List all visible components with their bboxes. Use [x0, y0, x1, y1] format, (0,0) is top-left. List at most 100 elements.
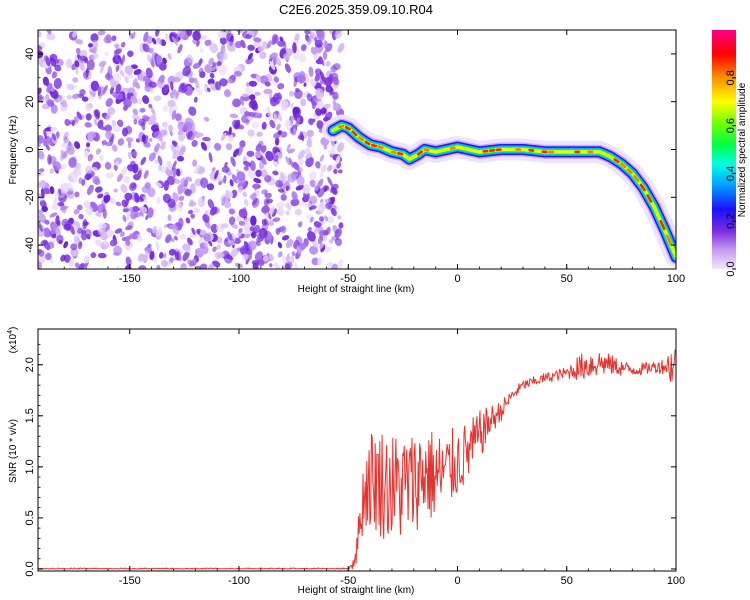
noise-blob [105, 172, 114, 179]
noise-blob [66, 145, 75, 155]
noise-blob [337, 259, 344, 269]
noise-blob [38, 139, 41, 147]
noise-blob [79, 55, 87, 62]
x-tick-label: 0 [454, 273, 460, 285]
noise-blob [216, 244, 221, 250]
noise-blob [313, 225, 319, 236]
y-tick-label: 20 [24, 96, 36, 108]
noise-blob [175, 168, 181, 177]
noise-blob [314, 68, 322, 76]
noise-blob [288, 90, 295, 97]
noise-blob [75, 39, 83, 45]
noise-blob [214, 142, 222, 151]
noise-blob [63, 241, 69, 249]
noise-blob [208, 263, 214, 269]
noise-blob [128, 182, 137, 192]
noise-blob [244, 217, 251, 222]
noise-blob [238, 220, 246, 226]
noise-blob [228, 134, 234, 142]
noise-blob [103, 194, 111, 204]
noise-blob [241, 92, 249, 97]
noise-blob [153, 95, 162, 102]
noise-blob [129, 233, 138, 240]
noise-blob [168, 248, 176, 256]
noise-blob [269, 119, 276, 129]
noise-blob [196, 40, 200, 47]
noise-blob [295, 87, 300, 93]
noise-blob [51, 71, 58, 79]
noise-blob [324, 111, 333, 122]
noise-blob [90, 52, 99, 60]
noise-blob [317, 178, 324, 189]
noise-blob [265, 192, 272, 199]
noise-blob [327, 164, 333, 172]
noise-blob [63, 150, 68, 159]
noise-blob [76, 111, 83, 120]
noise-blob [54, 227, 61, 236]
snr-y-multiplier: (x104) [7, 327, 19, 354]
noise-blob [111, 119, 117, 128]
noise-blob [308, 66, 314, 78]
noise-blob [52, 201, 60, 210]
noise-blob [331, 186, 338, 195]
noise-blob [298, 53, 307, 63]
noise-blob [85, 165, 93, 174]
noise-blob [90, 252, 97, 259]
noise-blob [292, 106, 301, 118]
noise-blob [314, 73, 320, 82]
noise-blob [310, 46, 317, 55]
noise-blob [307, 226, 312, 232]
noise-blob [97, 252, 107, 259]
noise-blob [74, 191, 80, 198]
noise-blob [272, 93, 280, 103]
noise-blob [221, 223, 229, 229]
noise-blob [85, 142, 91, 148]
noise-blob [149, 88, 155, 94]
noise-blob [249, 94, 256, 101]
noise-blob [167, 198, 176, 208]
noise-blob [160, 39, 167, 47]
noise-blob [165, 234, 172, 244]
noise-blob [117, 138, 125, 146]
noise-blob [113, 72, 122, 82]
noise-blob [125, 245, 131, 251]
noise-blob [39, 196, 44, 202]
ridge-peak [344, 125, 351, 131]
noise-blob [161, 121, 168, 128]
noise-blob [148, 114, 157, 125]
noise-blob [315, 108, 322, 116]
noise-blob [264, 81, 271, 87]
noise-blob [148, 152, 156, 162]
noise-blob [171, 36, 178, 46]
noise-blob [176, 144, 181, 151]
noise-blob [163, 180, 170, 191]
noise-blob [255, 74, 261, 82]
noise-blob [121, 54, 126, 64]
noise-blob [320, 107, 327, 115]
noise-blob [235, 123, 245, 130]
noise-blob [241, 253, 249, 261]
noise-blob [104, 51, 109, 57]
noise-blob [209, 43, 218, 54]
noise-blob [147, 207, 154, 218]
noise-blob [155, 30, 160, 37]
noise-blob [113, 48, 123, 55]
noise-blob [212, 61, 216, 68]
noise-blob [296, 245, 302, 255]
noise-blob [296, 175, 305, 186]
noise-blob [87, 153, 94, 162]
noise-blob [142, 95, 150, 105]
ridge-peak [613, 158, 620, 164]
ridge-peak [626, 168, 633, 174]
noise-blob [255, 240, 261, 246]
noise-blob [322, 185, 330, 192]
noise-blob [202, 136, 211, 142]
noise-blob [41, 205, 48, 212]
noise-blob [230, 248, 239, 257]
noise-blob [176, 201, 183, 212]
noise-blob [81, 96, 89, 102]
noise-blob [182, 65, 191, 77]
noise-blob [53, 193, 58, 203]
noise-blob [152, 225, 157, 234]
noise-blob [324, 198, 331, 204]
